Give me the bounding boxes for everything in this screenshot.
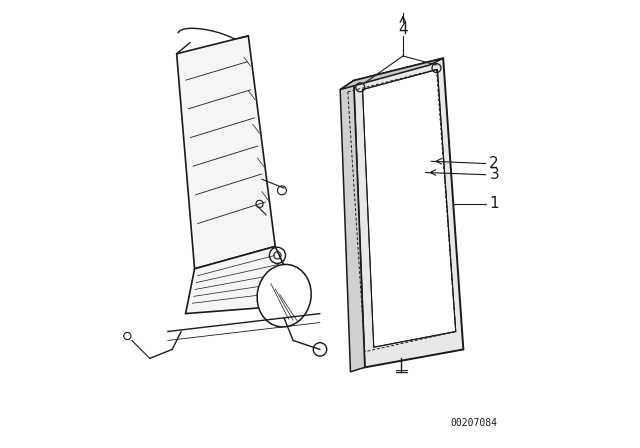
Polygon shape [362, 69, 456, 347]
Polygon shape [340, 81, 365, 372]
Polygon shape [186, 246, 302, 314]
Ellipse shape [257, 264, 311, 327]
Polygon shape [340, 58, 443, 90]
Text: 00207084: 00207084 [450, 418, 497, 428]
Text: 3: 3 [490, 167, 499, 182]
Text: 4: 4 [398, 22, 408, 37]
Text: 1: 1 [490, 196, 499, 211]
Polygon shape [353, 58, 463, 367]
Polygon shape [177, 36, 275, 269]
Text: 2: 2 [490, 156, 499, 171]
